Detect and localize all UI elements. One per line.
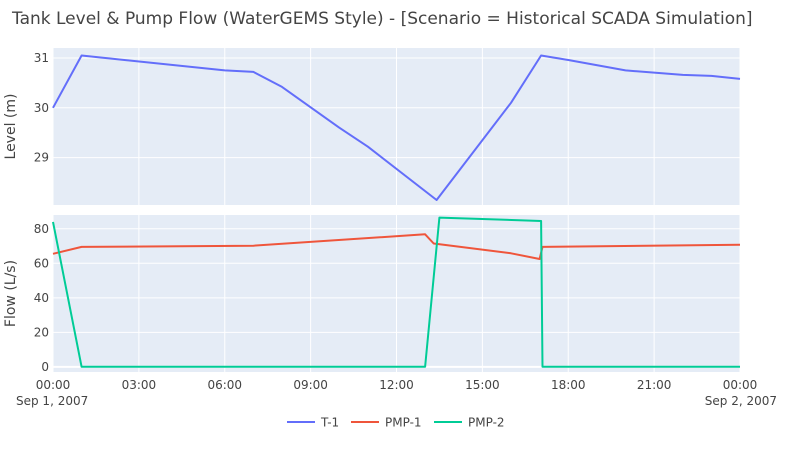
x-axis-ticks: 00:00 Sep 1, 2007 03:00 06:00 09:00 12:00 15:0… [16, 378, 777, 408]
flow-series [52, 216, 741, 368]
legend[interactable]: T-1 PMP-1 PMP-2 [287, 416, 505, 430]
level-y-axis-label: Level (m) [3, 94, 19, 160]
x-tick-label: 00:00 [36, 378, 71, 392]
x-tick-label: 06:00 [207, 378, 242, 392]
level-series [52, 54, 741, 201]
x-tick-label: 09:00 [293, 378, 328, 392]
x-tick-label: 03:00 [122, 378, 157, 392]
legend-label-pmp1: PMP-1 [385, 416, 422, 430]
x-tick-label: 00:00 [723, 378, 758, 392]
legend-item-pmp2[interactable]: PMP-2 [434, 416, 505, 430]
series-line-t1[interactable] [52, 54, 741, 201]
y-tick-label: 30 [34, 101, 49, 115]
y-tick-label: 31 [34, 51, 49, 65]
x-tick-date-label: Sep 2, 2007 [705, 394, 777, 408]
legend-label-pmp2: PMP-2 [468, 416, 505, 430]
series-line-pmp2[interactable] [52, 216, 740, 368]
level-y-ticks: 29 30 31 [34, 51, 49, 165]
level-gridlines [52, 48, 741, 205]
y-tick-label: 0 [41, 360, 49, 374]
level-panel: 29 30 31 Level (m) [3, 48, 741, 205]
x-tick-label: 21:00 [637, 378, 672, 392]
x-tick-label: 12:00 [379, 378, 414, 392]
legend-item-pmp1[interactable]: PMP-1 [351, 416, 422, 430]
x-tick-label: 15:00 [465, 378, 500, 392]
y-tick-label: 20 [34, 325, 49, 339]
flow-y-axis-label: Flow (L/s) [3, 260, 19, 327]
y-tick-label: 29 [34, 151, 49, 165]
flow-panel: 0 20 40 60 80 Flow (L/s) [3, 215, 741, 374]
legend-label-t1: T-1 [320, 416, 339, 430]
legend-item-t1[interactable]: T-1 [287, 416, 339, 430]
x-tick-date-label: Sep 1, 2007 [16, 394, 88, 408]
x-tick-label: 18:00 [551, 378, 586, 392]
y-tick-label: 60 [34, 256, 49, 270]
y-tick-label: 40 [34, 291, 49, 305]
y-tick-label: 80 [34, 222, 49, 236]
flow-y-ticks: 0 20 40 60 80 [34, 222, 49, 374]
chart-title: Tank Level & Pump Flow (WaterGEMS Style)… [11, 9, 753, 29]
